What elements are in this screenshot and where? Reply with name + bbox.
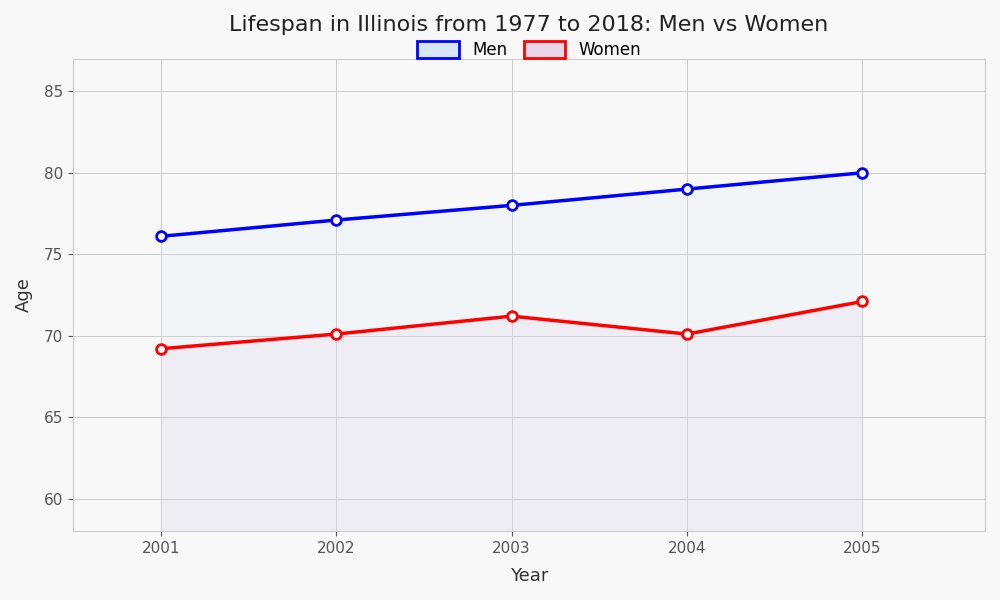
Title: Lifespan in Illinois from 1977 to 2018: Men vs Women: Lifespan in Illinois from 1977 to 2018: … — [229, 15, 829, 35]
X-axis label: Year: Year — [510, 567, 548, 585]
Y-axis label: Age: Age — [15, 278, 33, 313]
Legend: Men, Women: Men, Women — [410, 34, 648, 65]
